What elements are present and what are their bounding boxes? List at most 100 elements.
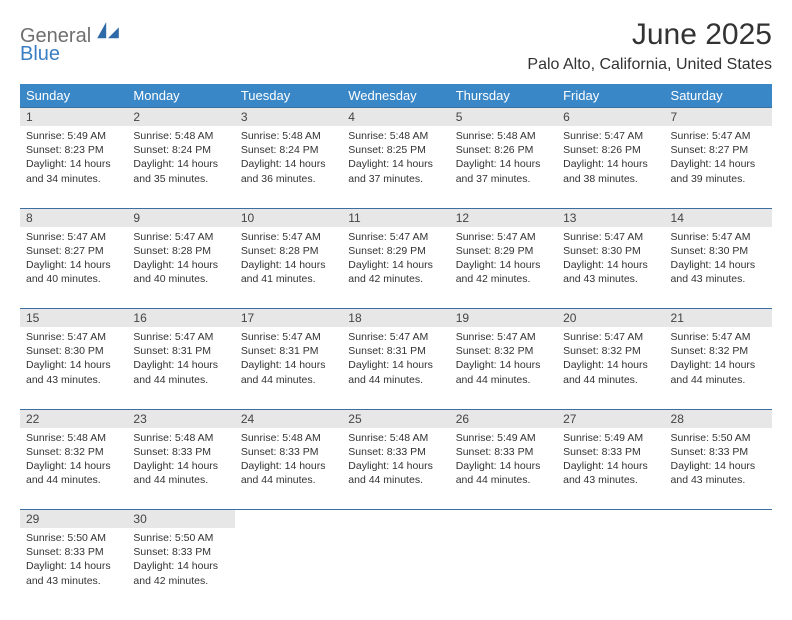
daylight-line: Daylight: 14 hours and 42 minutes. xyxy=(133,559,228,587)
day-content-cell: Sunrise: 5:47 AMSunset: 8:30 PMDaylight:… xyxy=(557,227,664,309)
sunset-line: Sunset: 8:29 PM xyxy=(456,244,551,258)
daylight-line: Daylight: 14 hours and 44 minutes. xyxy=(133,358,228,386)
sunrise-line: Sunrise: 5:47 AM xyxy=(671,330,766,344)
sail-icon xyxy=(97,22,119,40)
day-content-cell: Sunrise: 5:47 AMSunset: 8:27 PMDaylight:… xyxy=(20,227,127,309)
day-content-cell: Sunrise: 5:47 AMSunset: 8:29 PMDaylight:… xyxy=(450,227,557,309)
sunset-line: Sunset: 8:23 PM xyxy=(26,143,121,157)
sunset-line: Sunset: 8:28 PM xyxy=(241,244,336,258)
day-number-cell: 8 xyxy=(20,208,127,227)
day-content-cell xyxy=(235,528,342,610)
sunset-line: Sunset: 8:32 PM xyxy=(456,344,551,358)
week-number-row: 15161718192021 xyxy=(20,309,772,328)
day-number-cell: 14 xyxy=(665,208,772,227)
day-content-cell: Sunrise: 5:49 AMSunset: 8:33 PMDaylight:… xyxy=(450,428,557,510)
sunset-line: Sunset: 8:25 PM xyxy=(348,143,443,157)
day-number-cell xyxy=(235,510,342,529)
daylight-line: Daylight: 14 hours and 43 minutes. xyxy=(563,459,658,487)
day-number-cell: 5 xyxy=(450,108,557,127)
daylight-line: Daylight: 14 hours and 44 minutes. xyxy=(348,459,443,487)
sunrise-line: Sunrise: 5:47 AM xyxy=(241,230,336,244)
day-content-cell: Sunrise: 5:50 AMSunset: 8:33 PMDaylight:… xyxy=(127,528,234,610)
sunset-line: Sunset: 8:32 PM xyxy=(671,344,766,358)
week-content-row: Sunrise: 5:48 AMSunset: 8:32 PMDaylight:… xyxy=(20,428,772,510)
day-content-cell: Sunrise: 5:47 AMSunset: 8:29 PMDaylight:… xyxy=(342,227,449,309)
daylight-line: Daylight: 14 hours and 34 minutes. xyxy=(26,157,121,185)
day-content-cell: Sunrise: 5:47 AMSunset: 8:31 PMDaylight:… xyxy=(235,327,342,409)
calendar-page: General Blue June 2025 Palo Alto, Califo… xyxy=(0,0,792,620)
day-header: Monday xyxy=(127,84,234,108)
sunset-line: Sunset: 8:33 PM xyxy=(563,445,658,459)
daylight-line: Daylight: 14 hours and 43 minutes. xyxy=(671,258,766,286)
day-number-cell: 3 xyxy=(235,108,342,127)
sunrise-line: Sunrise: 5:48 AM xyxy=(26,431,121,445)
day-number-cell: 29 xyxy=(20,510,127,529)
day-content-cell: Sunrise: 5:47 AMSunset: 8:32 PMDaylight:… xyxy=(450,327,557,409)
day-number-cell: 17 xyxy=(235,309,342,328)
day-content-cell: Sunrise: 5:48 AMSunset: 8:24 PMDaylight:… xyxy=(127,126,234,208)
brand-logo-text: General Blue xyxy=(20,24,119,63)
day-number-cell: 6 xyxy=(557,108,664,127)
sunrise-line: Sunrise: 5:50 AM xyxy=(671,431,766,445)
brand-word-2: Blue xyxy=(20,43,60,65)
daylight-line: Daylight: 14 hours and 39 minutes. xyxy=(671,157,766,185)
daylight-line: Daylight: 14 hours and 44 minutes. xyxy=(133,459,228,487)
day-number-cell: 4 xyxy=(342,108,449,127)
month-title: June 2025 xyxy=(527,18,772,52)
sunset-line: Sunset: 8:31 PM xyxy=(133,344,228,358)
daylight-line: Daylight: 14 hours and 44 minutes. xyxy=(456,459,551,487)
day-content-cell xyxy=(665,528,772,610)
day-content-cell: Sunrise: 5:49 AMSunset: 8:23 PMDaylight:… xyxy=(20,126,127,208)
daylight-line: Daylight: 14 hours and 40 minutes. xyxy=(26,258,121,286)
day-number-cell: 1 xyxy=(20,108,127,127)
day-content-cell: Sunrise: 5:47 AMSunset: 8:31 PMDaylight:… xyxy=(342,327,449,409)
title-block: June 2025 Palo Alto, California, United … xyxy=(527,18,772,74)
day-number-cell: 28 xyxy=(665,409,772,428)
day-number-cell: 22 xyxy=(20,409,127,428)
week-number-row: 2930 xyxy=(20,510,772,529)
day-content-cell: Sunrise: 5:48 AMSunset: 8:32 PMDaylight:… xyxy=(20,428,127,510)
day-number-cell xyxy=(342,510,449,529)
sunset-line: Sunset: 8:33 PM xyxy=(241,445,336,459)
sunset-line: Sunset: 8:27 PM xyxy=(26,244,121,258)
day-number-cell: 25 xyxy=(342,409,449,428)
sunset-line: Sunset: 8:33 PM xyxy=(348,445,443,459)
day-number-cell: 2 xyxy=(127,108,234,127)
sunrise-line: Sunrise: 5:48 AM xyxy=(133,129,228,143)
sunset-line: Sunset: 8:33 PM xyxy=(26,545,121,559)
sunset-line: Sunset: 8:30 PM xyxy=(563,244,658,258)
day-header: Thursday xyxy=(450,84,557,108)
day-number-cell xyxy=(665,510,772,529)
brand-logo: General Blue xyxy=(20,18,119,63)
day-content-cell: Sunrise: 5:47 AMSunset: 8:32 PMDaylight:… xyxy=(665,327,772,409)
sunrise-line: Sunrise: 5:48 AM xyxy=(133,431,228,445)
day-header: Wednesday xyxy=(342,84,449,108)
daylight-line: Daylight: 14 hours and 37 minutes. xyxy=(456,157,551,185)
sunrise-line: Sunrise: 5:48 AM xyxy=(241,431,336,445)
day-number-cell: 30 xyxy=(127,510,234,529)
sunset-line: Sunset: 8:33 PM xyxy=(133,545,228,559)
sunset-line: Sunset: 8:24 PM xyxy=(133,143,228,157)
day-header: Saturday xyxy=(665,84,772,108)
day-content-cell: Sunrise: 5:47 AMSunset: 8:28 PMDaylight:… xyxy=(235,227,342,309)
sunset-line: Sunset: 8:26 PM xyxy=(456,143,551,157)
location-subtitle: Palo Alto, California, United States xyxy=(527,56,772,74)
day-number-cell: 15 xyxy=(20,309,127,328)
day-number-cell: 9 xyxy=(127,208,234,227)
daylight-line: Daylight: 14 hours and 44 minutes. xyxy=(456,358,551,386)
sunrise-line: Sunrise: 5:47 AM xyxy=(563,129,658,143)
day-content-cell: Sunrise: 5:48 AMSunset: 8:25 PMDaylight:… xyxy=(342,126,449,208)
day-number-cell: 16 xyxy=(127,309,234,328)
sunrise-line: Sunrise: 5:48 AM xyxy=(456,129,551,143)
sunrise-line: Sunrise: 5:47 AM xyxy=(563,330,658,344)
week-content-row: Sunrise: 5:49 AMSunset: 8:23 PMDaylight:… xyxy=(20,126,772,208)
sunset-line: Sunset: 8:33 PM xyxy=(133,445,228,459)
sunset-line: Sunset: 8:28 PM xyxy=(133,244,228,258)
day-content-cell: Sunrise: 5:47 AMSunset: 8:30 PMDaylight:… xyxy=(20,327,127,409)
day-header: Tuesday xyxy=(235,84,342,108)
day-number-cell: 12 xyxy=(450,208,557,227)
sunrise-line: Sunrise: 5:50 AM xyxy=(26,531,121,545)
sunset-line: Sunset: 8:32 PM xyxy=(26,445,121,459)
sunrise-line: Sunrise: 5:47 AM xyxy=(348,330,443,344)
sunrise-line: Sunrise: 5:48 AM xyxy=(348,129,443,143)
